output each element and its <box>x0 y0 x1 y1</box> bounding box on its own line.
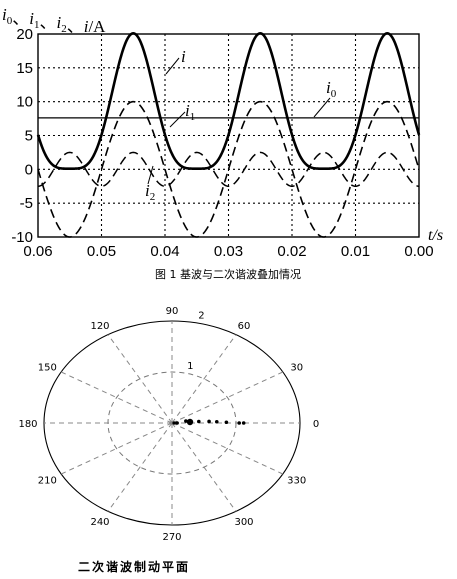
angle-tick-label: 180 <box>18 419 37 430</box>
x-tick-label: 0.04 <box>150 243 179 260</box>
series-label-i: i <box>181 47 186 66</box>
y-tick-label: 15 <box>16 60 33 77</box>
polar-spoke <box>60 422 173 475</box>
leader-line <box>169 111 186 128</box>
plot-frame <box>37 33 420 238</box>
polar-point <box>241 421 246 425</box>
series-label-i0: i0 <box>326 78 337 100</box>
x-tick-label: 0.03 <box>214 243 243 260</box>
angle-tick-label: 240 <box>90 517 109 528</box>
polar-point <box>197 419 201 424</box>
angle-tick-label: 210 <box>38 476 57 487</box>
x-tick-label: 0.01 <box>341 243 370 260</box>
polar-point <box>214 419 219 424</box>
angle-tick-label: 0 <box>313 419 319 430</box>
polar-point <box>224 420 229 425</box>
y-tick-label: 10 <box>16 94 33 111</box>
y-tick-label: 5 <box>25 128 33 145</box>
polar-point <box>175 421 179 425</box>
leader-line <box>313 97 331 118</box>
x-tick-label: 0.06 <box>23 243 52 260</box>
x-tick-label: 0.05 <box>87 243 116 260</box>
leader-line <box>147 165 154 185</box>
y-axis-label: i0、i1、i2、i/A <box>2 5 106 36</box>
polar-point <box>184 419 188 423</box>
angle-tick-label: 300 <box>234 517 253 528</box>
polar-plot: 0 30 60 90 120 150 180 210 240 270 300 330 1 2 二次谐波制动… <box>18 306 319 574</box>
polar-point <box>207 419 211 424</box>
polar-spoke <box>60 371 173 424</box>
leader-line <box>165 57 180 75</box>
x-axis-label: t/s <box>428 227 443 244</box>
polar-point <box>172 421 176 425</box>
polar-spoke <box>171 371 284 424</box>
polar-point <box>237 421 241 425</box>
angle-tick-label: 90 <box>166 306 179 317</box>
series-label-i1: i1 <box>185 101 195 123</box>
series-line-i2 <box>37 151 420 188</box>
series-labels: i i0 i1 i2 <box>145 47 337 203</box>
polar-ticks: 0 30 60 90 120 150 180 210 240 270 300 330 1 2 <box>18 306 319 543</box>
radial-tick-label: 2 <box>198 311 204 322</box>
polar-grid <box>43 320 301 526</box>
y-tick-label: 0 <box>25 161 33 178</box>
chart-series <box>36 32 421 238</box>
y-tick-label: 20 <box>16 26 33 43</box>
polar-points <box>172 418 246 426</box>
current-waveform-chart: 0.06 0.05 0.04 0.03 0.02 0.01 0.00 20 15 10 5 0 -5 -1… <box>2 5 443 281</box>
angle-tick-label: 30 <box>290 363 303 374</box>
series-label-i2: i2 <box>145 181 155 203</box>
polar-spoke <box>171 334 237 424</box>
y-tick-label: -10 <box>11 229 33 246</box>
angle-tick-label: 120 <box>90 321 109 332</box>
x-tick-label: 0.02 <box>277 243 306 260</box>
axis-ticks: 0.06 0.05 0.04 0.03 0.02 0.01 0.00 20 15 10 5 0 -5 -1… <box>11 26 433 260</box>
angle-tick-label: 270 <box>162 532 181 543</box>
angle-tick-label: 150 <box>38 363 57 374</box>
polar-spoke <box>107 422 173 512</box>
x-tick-label: 0.00 <box>404 243 433 260</box>
series-line-i <box>36 32 421 170</box>
polar-spoke <box>107 334 173 424</box>
radial-tick-label: 1 <box>187 361 193 372</box>
y-tick-label: -5 <box>20 195 33 212</box>
polar-spoke <box>171 422 237 512</box>
figure-caption: 图 1 基波与二次谐波叠加情况 <box>155 267 301 281</box>
polar-spoke <box>171 422 284 475</box>
polar-point-cluster <box>186 418 194 426</box>
figure-caption: 二次谐波制动平面 <box>78 559 190 574</box>
angle-tick-label: 60 <box>238 321 251 332</box>
angle-tick-label: 330 <box>287 476 306 487</box>
